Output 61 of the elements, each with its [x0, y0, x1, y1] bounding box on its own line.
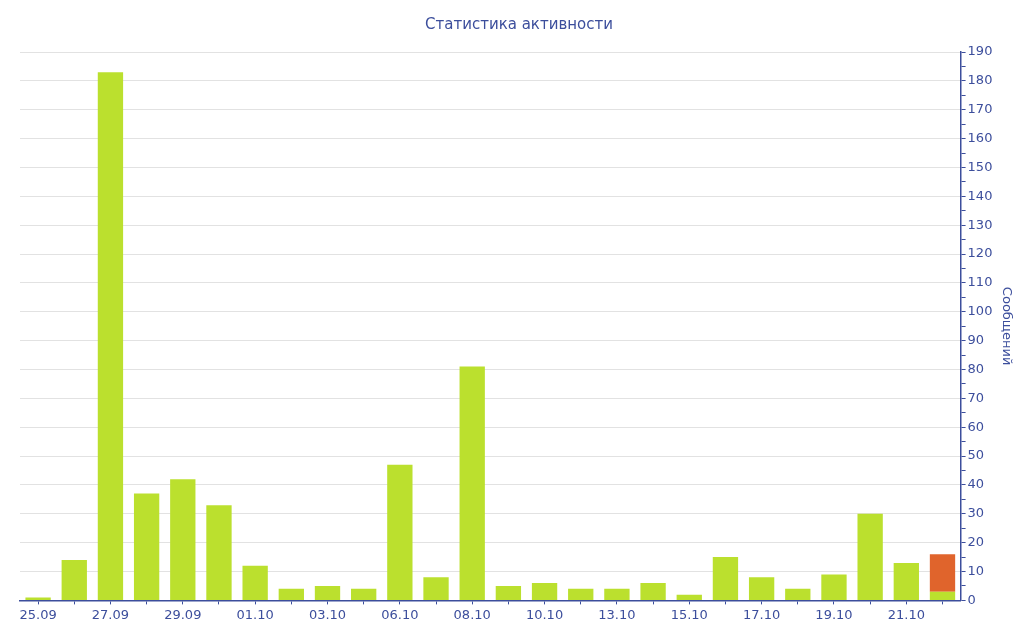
bar [206, 505, 232, 600]
x-tick-label: 13.10 [598, 606, 636, 622]
x-tick-label: 08.10 [453, 606, 491, 622]
bar [278, 588, 304, 600]
y2-tick-label: 130 [967, 216, 993, 232]
y2-tick-label: 20 [967, 534, 985, 550]
x-tick-label: 19.10 [815, 606, 853, 622]
y2-tick-label: 30 [967, 505, 985, 521]
bar [929, 554, 956, 592]
y2-tick-label: 190 [967, 43, 993, 59]
bar [423, 577, 449, 600]
y2-tick-label: 0 [967, 591, 976, 607]
y2-tick-label: 50 [967, 447, 985, 463]
y2-tick-label: 110 [967, 274, 993, 290]
y2-axis-title: Сообщений [999, 286, 1015, 366]
chart-title: Статистика активности [425, 14, 613, 33]
y2-tick-label: 160 [967, 129, 993, 145]
bar [604, 588, 630, 600]
x-tick-label: 21.10 [887, 606, 925, 622]
y2-tick-label: 10 [967, 562, 985, 578]
y2-tick-label: 40 [967, 476, 985, 492]
bar [785, 588, 811, 600]
bar [351, 588, 377, 600]
bar [459, 366, 485, 600]
bar [893, 562, 919, 600]
bar [387, 464, 413, 600]
bar [133, 493, 160, 600]
bar [929, 591, 956, 600]
x-tick-label: 29.09 [164, 606, 202, 622]
x-tick-label: 03.10 [308, 606, 347, 622]
bar [568, 588, 594, 600]
x-tick-label: 06.10 [381, 606, 419, 622]
bar [640, 583, 666, 600]
x-tick-label: 25.09 [19, 606, 57, 622]
y2-tick-label: 80 [967, 360, 985, 376]
bar [97, 72, 124, 600]
bar [495, 585, 522, 600]
y2-tick-label: 120 [967, 245, 993, 261]
y2-tick-label: 60 [967, 418, 985, 434]
y2-tick-label: 150 [967, 158, 993, 174]
x-tick-label: 15.10 [670, 606, 708, 622]
x-tick-label: 01.10 [236, 606, 274, 622]
x-tick-label: 17.10 [743, 606, 781, 622]
y2-tick-label: 70 [967, 389, 985, 405]
x-tick-label: 10.10 [525, 606, 564, 622]
x-tick-label: 27.09 [91, 606, 130, 622]
y2-tick-label: 170 [967, 101, 993, 117]
bar [676, 594, 702, 600]
y2-tick-label: 140 [967, 187, 993, 203]
y2-tick-label: 100 [967, 303, 993, 319]
bar [712, 557, 739, 600]
bar [242, 565, 268, 600]
bar [170, 479, 196, 600]
bar [314, 585, 341, 600]
y2-tick-label: 90 [967, 332, 985, 348]
bar [821, 574, 847, 600]
bar [857, 513, 883, 600]
bar [531, 583, 558, 600]
bar [61, 559, 87, 600]
bar [748, 577, 775, 600]
y2-tick-label: 180 [967, 72, 993, 88]
